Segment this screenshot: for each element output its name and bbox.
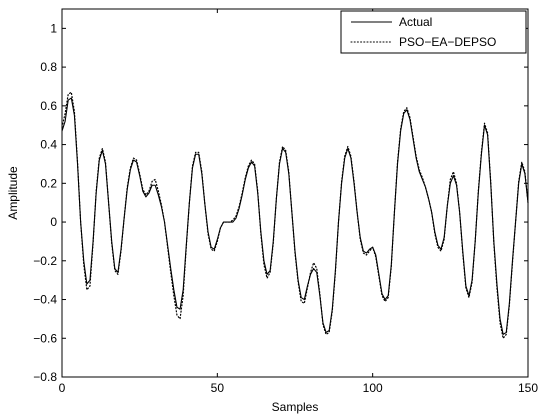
y-tick-label: −0.8 [33,370,57,384]
plot-area [62,9,528,377]
legend: Actual PSO−EA−DEPSO [340,10,527,54]
y-tick-label: −0.6 [33,331,57,345]
x-axis-label: Samples [272,400,319,414]
series-line-pso-ea-depso [61,91,529,339]
y-tick-label: 0.2 [40,176,57,190]
legend-box [340,10,527,54]
x-tick-label: 50 [211,381,225,395]
y-tick-label: 0.8 [40,60,57,74]
x-tick-label: 150 [518,381,538,395]
y-tick-label: 0.4 [40,138,57,152]
y-tick-label: 0.6 [40,99,57,113]
x-tick-label: 0 [59,381,66,395]
legend-label-actual: Actual [399,15,432,29]
y-tick-label: −0.2 [33,254,57,268]
y-axis-label: Amplitude [6,166,20,220]
y-tick-label: 1 [50,21,57,35]
plot-background [62,9,528,377]
y-tick-label: −0.4 [33,293,57,307]
axes-frame [61,8,529,378]
axes-layer: 0 50 100 150 −0.8 −0.6 −0.4 −0.2 0 0.2 0.4 0.6 0.8 1 S… [6,8,538,414]
x-tick-label: 100 [363,381,383,395]
legend-label-pso-ea-depso: PSO−EA−DEPSO [399,35,496,49]
y-tick-label: 0 [50,215,57,229]
series-layer [61,91,529,339]
